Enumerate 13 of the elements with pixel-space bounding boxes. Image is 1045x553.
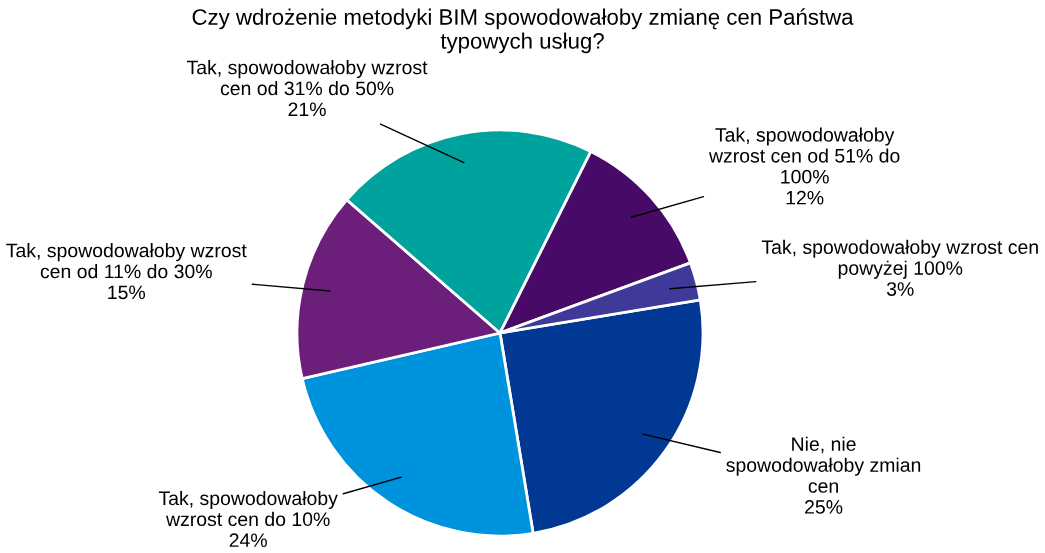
slice-label: Tak, spowodowałoby wzrost cen od 31% do 50% [186, 60, 428, 96]
data-label: 25% [805, 500, 843, 514]
data-label: 3% [886, 282, 914, 296]
data-label: 21% [288, 102, 326, 117]
slice-label: Tak, spowodowałoby wzrost cen powyżej 100% [761, 239, 1038, 279]
slice-label: Tak, spowodowałoby wzrost cen od 11% do 30% [6, 243, 247, 279]
data-label: 12% [786, 190, 824, 205]
data-label: 24% [229, 533, 267, 547]
slice-label: Tak, spowodowałoby wzrost cen od 51% do 100% [708, 127, 900, 184]
chart-title: Czy wdrożenie metodyki BIM spowodowałoby zmianę cen Państwa typowych usług? [192, 8, 854, 54]
slice-label: Tak, spowodowałoby wzrost cen do 10% [158, 490, 338, 527]
data-label: 15% [108, 285, 146, 300]
slice-label: Nie, nie spowodowałoby zmian cen [726, 436, 921, 493]
